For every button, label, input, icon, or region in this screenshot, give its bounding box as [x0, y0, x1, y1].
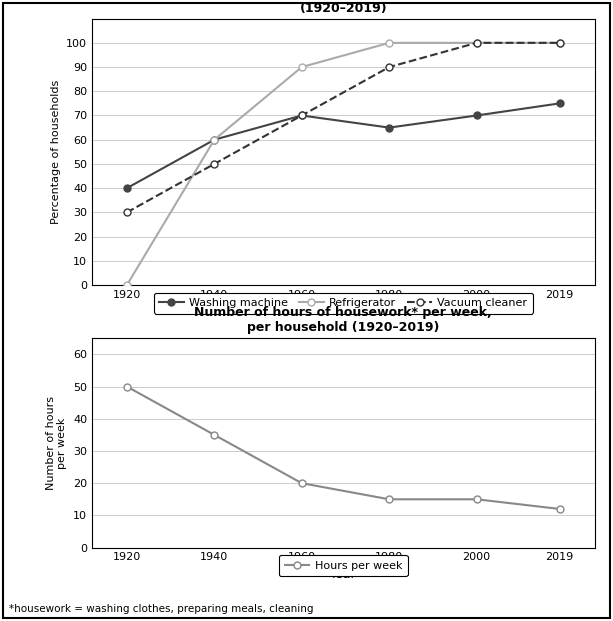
Y-axis label: Percentage of households: Percentage of households	[50, 79, 61, 224]
X-axis label: Year: Year	[330, 568, 357, 581]
Title: Number of hours of housework* per week,
per household (1920–2019): Number of hours of housework* per week, …	[194, 306, 492, 334]
Text: *housework = washing clothes, preparing meals, cleaning: *housework = washing clothes, preparing …	[9, 604, 314, 614]
Legend: Washing machine, Refrigerator, Vacuum cleaner: Washing machine, Refrigerator, Vacuum cl…	[153, 292, 533, 314]
Title: Percentage of households with electrical appliances
(1920–2019): Percentage of households with electrical…	[160, 0, 527, 15]
Y-axis label: Number of hours
per week: Number of hours per week	[46, 396, 67, 490]
X-axis label: Year: Year	[330, 306, 357, 319]
Legend: Hours per week: Hours per week	[279, 555, 408, 576]
